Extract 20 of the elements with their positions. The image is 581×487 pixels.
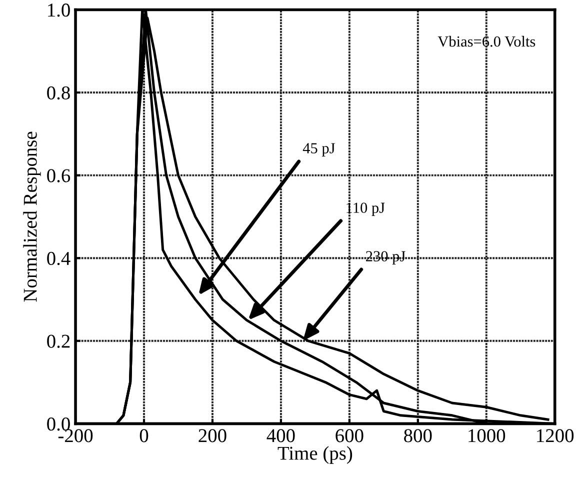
x-tick-label: 600 bbox=[336, 429, 364, 442]
x-tick-label: 400 bbox=[266, 429, 295, 442]
y-tick-label: 0.6 bbox=[47, 169, 70, 182]
annotation: 110 pJ bbox=[346, 202, 385, 216]
y-tick-label: 1.0 bbox=[48, 4, 70, 17]
y-tick-label: 0.4 bbox=[47, 252, 70, 266]
x-tick-label: 0 bbox=[140, 429, 148, 442]
y-axis-title: Normalized Response bbox=[23, 132, 41, 302]
x-tick-label: 1000 bbox=[468, 429, 506, 442]
y-tick-label: 0.8 bbox=[47, 86, 70, 100]
x-tick-label: -200 bbox=[58, 429, 93, 442]
x-axis-title: Time (ps) bbox=[278, 446, 352, 464]
x-tick-label: 200 bbox=[198, 429, 226, 442]
y-tick-label: 0.0 bbox=[47, 418, 70, 431]
y-tick-label: 0.2 bbox=[47, 334, 70, 348]
annotation: 45 pJ bbox=[302, 143, 335, 156]
annotation: 230 pJ bbox=[366, 251, 406, 265]
x-tick-label: 800 bbox=[404, 429, 432, 442]
annotation: Vbias=6.0 Volts bbox=[438, 36, 536, 47]
x-tick-label: 1200 bbox=[537, 429, 574, 442]
